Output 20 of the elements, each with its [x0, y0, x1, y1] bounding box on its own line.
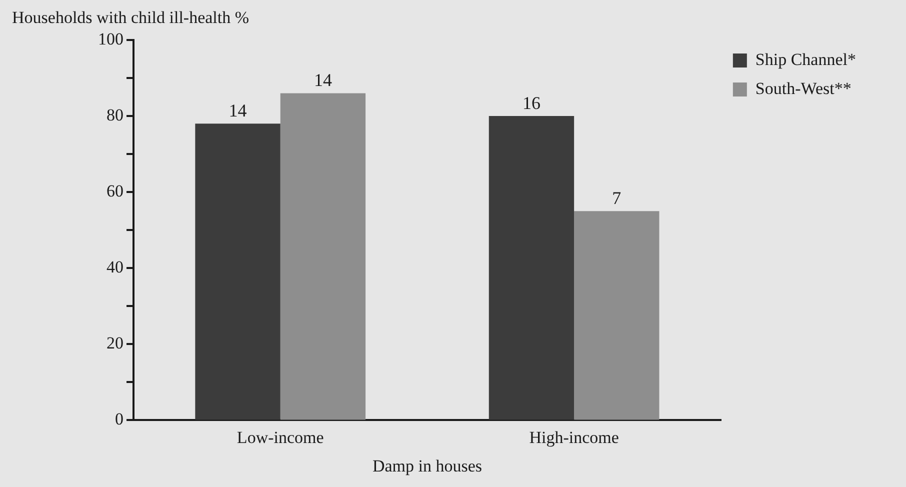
legend-label: South-West**: [755, 78, 852, 98]
annotation: 14: [228, 100, 247, 120]
x-axis-title: Damp in houses: [372, 456, 482, 476]
x-tick-label: High-income: [529, 428, 619, 447]
y-tick-label: 80: [106, 106, 124, 125]
y-tick-label: 100: [98, 29, 124, 48]
annotation: 16: [522, 92, 540, 113]
annotation: 14: [314, 70, 332, 90]
y-axis-title: Households with child ill-health %: [12, 8, 250, 27]
bar: [574, 211, 660, 420]
y-tick-label: 0: [115, 410, 124, 429]
bar: [280, 93, 366, 420]
bar: [195, 124, 280, 420]
annotation: 7: [612, 188, 622, 208]
y-tick-label: 60: [106, 182, 124, 201]
y-tick-label: 40: [106, 258, 124, 277]
legend-label: Ship Channel*: [755, 50, 856, 69]
bar: [488, 116, 574, 420]
y-tick-label: 20: [106, 334, 124, 353]
x-tick-label: Low-income: [236, 428, 324, 447]
